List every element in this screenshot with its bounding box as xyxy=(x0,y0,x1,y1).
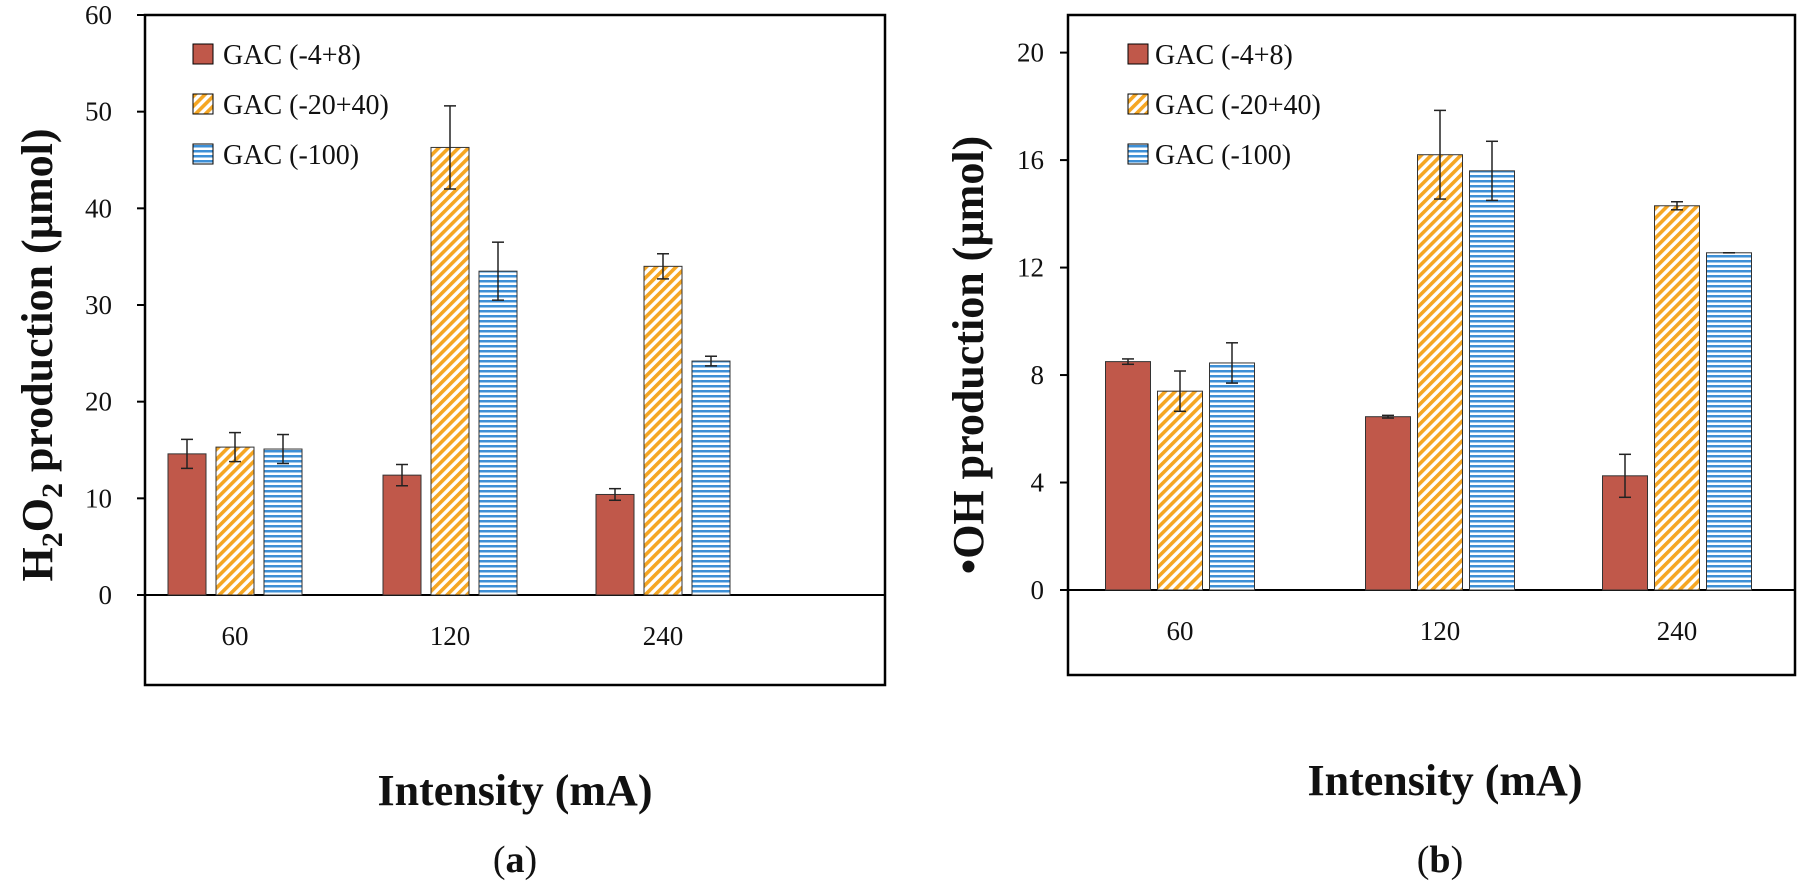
y-axis-title-b: •OH production (µmol) xyxy=(944,136,993,574)
error-bar-b-s1-c0 xyxy=(1174,370,1186,413)
x-axis-title-a: Intensity (mA) xyxy=(378,766,653,815)
x-axis-title-b: Intensity (mA) xyxy=(1308,756,1583,805)
bar-b-s2-c2 xyxy=(1706,252,1752,591)
x-tick-label-a-2: 240 xyxy=(643,621,684,651)
y-title-a-mid: O xyxy=(13,498,62,532)
bar-a-s0-c2 xyxy=(595,493,635,596)
panel-tag-a: (a) xyxy=(493,839,537,881)
error-bar-a-s2-c1 xyxy=(492,241,504,301)
error-bar-a-s0-c0 xyxy=(181,438,193,470)
x-tick-label-b-2: 240 xyxy=(1657,616,1698,646)
x-tick-label-b-1: 120 xyxy=(1420,616,1461,646)
y-tick-label-a-6: 60 xyxy=(85,0,112,30)
y-tick-label-b-3: 12 xyxy=(1017,253,1044,283)
error-bar-b-s0-c2 xyxy=(1619,453,1631,499)
bar-a-s2-c1 xyxy=(478,270,518,596)
plot-frame-a xyxy=(143,13,887,687)
legend-a: GAC (-4+8) GAC (-20+40) GAC (-100) xyxy=(192,40,389,171)
error-bar-b-s0-c1 xyxy=(1382,414,1394,419)
y-title-a-sub1: 2 xyxy=(36,532,69,547)
error-bar-b-s1-c2 xyxy=(1671,200,1683,211)
panel-tag-b-open: ( xyxy=(1417,839,1430,881)
panel-tag-b-letter: b xyxy=(1429,839,1450,881)
legend-swatch-b-2 xyxy=(1127,143,1149,165)
legend-label-a-1: GAC (-20+40) xyxy=(223,90,389,121)
panel-tag-a-letter: a xyxy=(506,839,525,881)
y-tick-label-a-5: 50 xyxy=(85,97,112,127)
y-tick-label-b-0: 0 xyxy=(1031,575,1045,605)
bar-b-s0-c0 xyxy=(1105,361,1151,591)
legend-swatch-b-1 xyxy=(1127,93,1149,115)
panel-tag-a-close: ) xyxy=(525,839,538,881)
bar-b-s2-c0 xyxy=(1209,362,1255,591)
error-bar-a-s1-c1 xyxy=(444,105,456,190)
bars-a xyxy=(167,105,731,596)
y-title-a-sub2: 2 xyxy=(36,483,69,498)
x-tick-label-b-0: 60 xyxy=(1167,616,1194,646)
y-tick-label-b-1: 4 xyxy=(1031,468,1045,498)
bar-a-s0-c0 xyxy=(167,453,207,596)
legend-b: GAC (-4+8) GAC (-20+40) GAC (-100) xyxy=(1127,40,1321,171)
x-ticks-a: 60 120 240 xyxy=(222,621,684,651)
x-ticks-b: 60 120 240 xyxy=(1167,616,1698,646)
plot-frame-b xyxy=(1066,13,1797,677)
y-tick-label-b-4: 16 xyxy=(1017,145,1044,175)
bar-a-s2-c0 xyxy=(263,448,303,596)
legend-label-a-0: GAC (-4+8) xyxy=(223,40,361,71)
panel-b: 0 4 8 12 16 20 60 120 240 GAC (-4+8) GAC (-20+4… xyxy=(944,13,1797,881)
legend-label-b-1: GAC (-20+40) xyxy=(1155,90,1321,121)
bars-b xyxy=(1105,109,1752,591)
y-ticks-a: 0 10 20 30 40 50 60 xyxy=(85,0,885,610)
bar-a-s1-c0 xyxy=(215,446,255,596)
y-tick-label-a-2: 20 xyxy=(85,387,112,417)
panel-tag-a-open: ( xyxy=(493,839,506,881)
error-bar-a-s0-c1 xyxy=(396,463,408,487)
x-tick-label-a-1: 120 xyxy=(430,621,471,651)
bar-b-s0-c1 xyxy=(1365,416,1411,591)
error-bar-a-s1-c0 xyxy=(229,431,241,463)
legend-swatch-b-0 xyxy=(1127,43,1149,65)
error-bar-b-s2-c0 xyxy=(1226,342,1238,384)
bar-a-s2-c2 xyxy=(691,360,731,596)
y-tick-label-b-5: 20 xyxy=(1017,38,1044,68)
error-bar-a-s2-c2 xyxy=(705,355,717,367)
legend-label-b-2: GAC (-100) xyxy=(1155,140,1291,171)
panel-a: 0 10 20 30 40 50 60 60 120 240 GAC (-4+8) GAC (-… xyxy=(13,0,887,881)
y-title-a-prefix: H xyxy=(13,547,62,581)
y-tick-label-a-4: 40 xyxy=(85,193,112,223)
legend-label-b-0: GAC (-4+8) xyxy=(1155,40,1293,71)
bar-a-s1-c2 xyxy=(643,265,683,596)
y-axis-title-a: H2O2 production (µmol) xyxy=(13,128,69,581)
legend-swatch-a-0 xyxy=(192,43,214,65)
y-tick-label-a-0: 0 xyxy=(99,580,113,610)
panel-tag-b: (b) xyxy=(1417,839,1463,881)
bar-a-s1-c1 xyxy=(430,146,470,596)
legend-swatch-a-2 xyxy=(192,143,214,165)
error-bar-b-s0-c0 xyxy=(1122,358,1134,366)
legend-label-a-2: GAC (-100) xyxy=(223,140,359,171)
error-bar-a-s2-c0 xyxy=(277,433,289,465)
y-tick-label-b-2: 8 xyxy=(1031,360,1045,390)
error-bar-a-s1-c2 xyxy=(657,253,669,280)
error-bar-b-s2-c1 xyxy=(1486,140,1498,202)
legend-swatch-a-1 xyxy=(192,93,214,115)
y-title-a-suffix: production (µmol) xyxy=(13,128,62,483)
bar-b-s1-c0 xyxy=(1157,390,1203,591)
x-tick-label-a-0: 60 xyxy=(222,621,249,651)
bar-a-s0-c1 xyxy=(382,474,422,596)
error-bar-b-s1-c1 xyxy=(1434,109,1446,200)
bar-b-s1-c2 xyxy=(1654,205,1700,591)
bar-b-s2-c1 xyxy=(1469,170,1515,591)
bar-b-s1-c1 xyxy=(1417,154,1463,591)
y-tick-label-a-1: 10 xyxy=(85,483,112,513)
bar-b-s0-c2 xyxy=(1602,475,1648,591)
y-tick-label-a-3: 30 xyxy=(85,290,112,320)
panel-tag-b-close: ) xyxy=(1451,839,1464,881)
error-bar-a-s0-c2 xyxy=(609,487,621,502)
